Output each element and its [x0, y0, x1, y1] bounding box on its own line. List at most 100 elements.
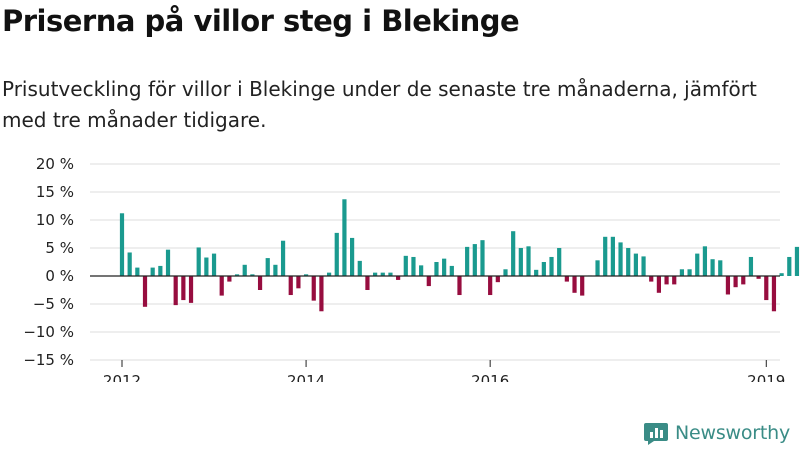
- bar: [603, 236, 608, 276]
- bar: [319, 276, 324, 312]
- bar: [741, 276, 746, 285]
- bar: [204, 257, 209, 276]
- bar: [664, 276, 669, 285]
- bar: [449, 265, 454, 276]
- bar: [480, 240, 485, 276]
- bar: [250, 274, 255, 276]
- bar: [227, 276, 232, 282]
- bar: [303, 274, 309, 276]
- bar: [733, 276, 738, 288]
- bar: [265, 258, 270, 276]
- bar: [280, 240, 286, 276]
- x-tick-label: 2014: [287, 372, 325, 382]
- bar: [472, 244, 477, 276]
- bar: [794, 246, 800, 276]
- bar: [181, 276, 186, 301]
- brand-name: Newsworthy: [675, 422, 791, 444]
- bar: [396, 276, 401, 280]
- bar: [641, 256, 646, 276]
- chart-title: Priserna på villor steg i Blekinge: [2, 4, 520, 38]
- bar: [365, 276, 370, 290]
- bar: [534, 269, 539, 276]
- bar: [257, 276, 263, 290]
- bar: [196, 247, 201, 276]
- bar: [687, 269, 692, 276]
- y-axis-labels: −15 % −10 % −5 % 0 % 5 % 10 % 15 % 20 %: [23, 155, 74, 369]
- bar: [710, 259, 715, 276]
- bar: [618, 242, 623, 276]
- bar: [165, 249, 171, 276]
- bar: [388, 272, 393, 276]
- bar: [557, 248, 562, 276]
- y-tick-label: 15 %: [36, 183, 74, 201]
- bar: [779, 273, 784, 276]
- bar: [350, 237, 355, 276]
- bars: [119, 199, 800, 312]
- x-axis: 2012201420162019202120232025: [90, 275, 785, 382]
- bar: [273, 264, 278, 276]
- bar: [419, 265, 424, 276]
- bar: [549, 256, 554, 276]
- bar: [511, 231, 516, 276]
- bar: [380, 272, 385, 276]
- bar: [188, 276, 194, 303]
- newsworthy-logo-icon: [644, 423, 668, 445]
- bar: [756, 276, 761, 279]
- bar: [526, 246, 531, 276]
- bar: [771, 276, 777, 312]
- bar: [748, 256, 754, 276]
- bar: [426, 276, 431, 287]
- bar: [403, 255, 408, 276]
- bar: [173, 276, 178, 306]
- bar: [373, 272, 378, 276]
- y-tick-label: 5 %: [45, 239, 74, 257]
- y-tick-label: 0 %: [45, 267, 74, 285]
- x-tick-label: 2012: [103, 372, 141, 382]
- bar: [564, 276, 569, 282]
- bar: [718, 260, 723, 276]
- bar: [695, 253, 700, 276]
- bar-chart: −15 % −10 % −5 % 0 % 5 % 10 % 15 % 20 % 2012 201…: [23, 155, 800, 382]
- bar: [326, 272, 332, 276]
- bar: [150, 267, 155, 276]
- bar: [158, 265, 163, 276]
- bar: [119, 213, 125, 276]
- bar: [135, 267, 140, 276]
- bar: [633, 253, 638, 276]
- bar: [142, 276, 148, 307]
- bar: [311, 276, 316, 301]
- bar: [211, 253, 217, 276]
- bar: [656, 276, 661, 293]
- bar: [572, 276, 577, 293]
- bar: [649, 276, 654, 282]
- bar: [787, 256, 792, 276]
- bar: [442, 258, 447, 276]
- bar: [580, 276, 585, 296]
- x-tick-label: 2016: [471, 372, 509, 382]
- bar: [457, 276, 462, 296]
- y-tick-label: 10 %: [36, 211, 74, 229]
- y-tick-label: −15 %: [23, 351, 74, 369]
- bar: [465, 246, 470, 276]
- chart-subtitle: Prisutveckling för villor i Blekinge und…: [2, 77, 757, 132]
- newsworthy-logo: Newsworthy: [643, 419, 790, 447]
- bar: [434, 262, 439, 276]
- y-tick-label: −10 %: [23, 323, 74, 341]
- bar: [127, 252, 132, 276]
- bar: [288, 276, 293, 296]
- x-tick-label: 2019: [747, 372, 785, 382]
- bar: [242, 264, 247, 276]
- bar: [541, 262, 546, 276]
- bar: [610, 236, 615, 276]
- y-tick-label: 20 %: [36, 155, 74, 173]
- bar: [626, 248, 631, 276]
- bar: [488, 276, 493, 296]
- bar: [702, 246, 708, 276]
- bar: [518, 248, 523, 276]
- bar: [725, 276, 731, 295]
- bar: [342, 199, 347, 276]
- bar: [296, 276, 301, 289]
- bar: [503, 269, 508, 276]
- bar: [334, 232, 339, 276]
- y-tick-label: −5 %: [33, 295, 74, 313]
